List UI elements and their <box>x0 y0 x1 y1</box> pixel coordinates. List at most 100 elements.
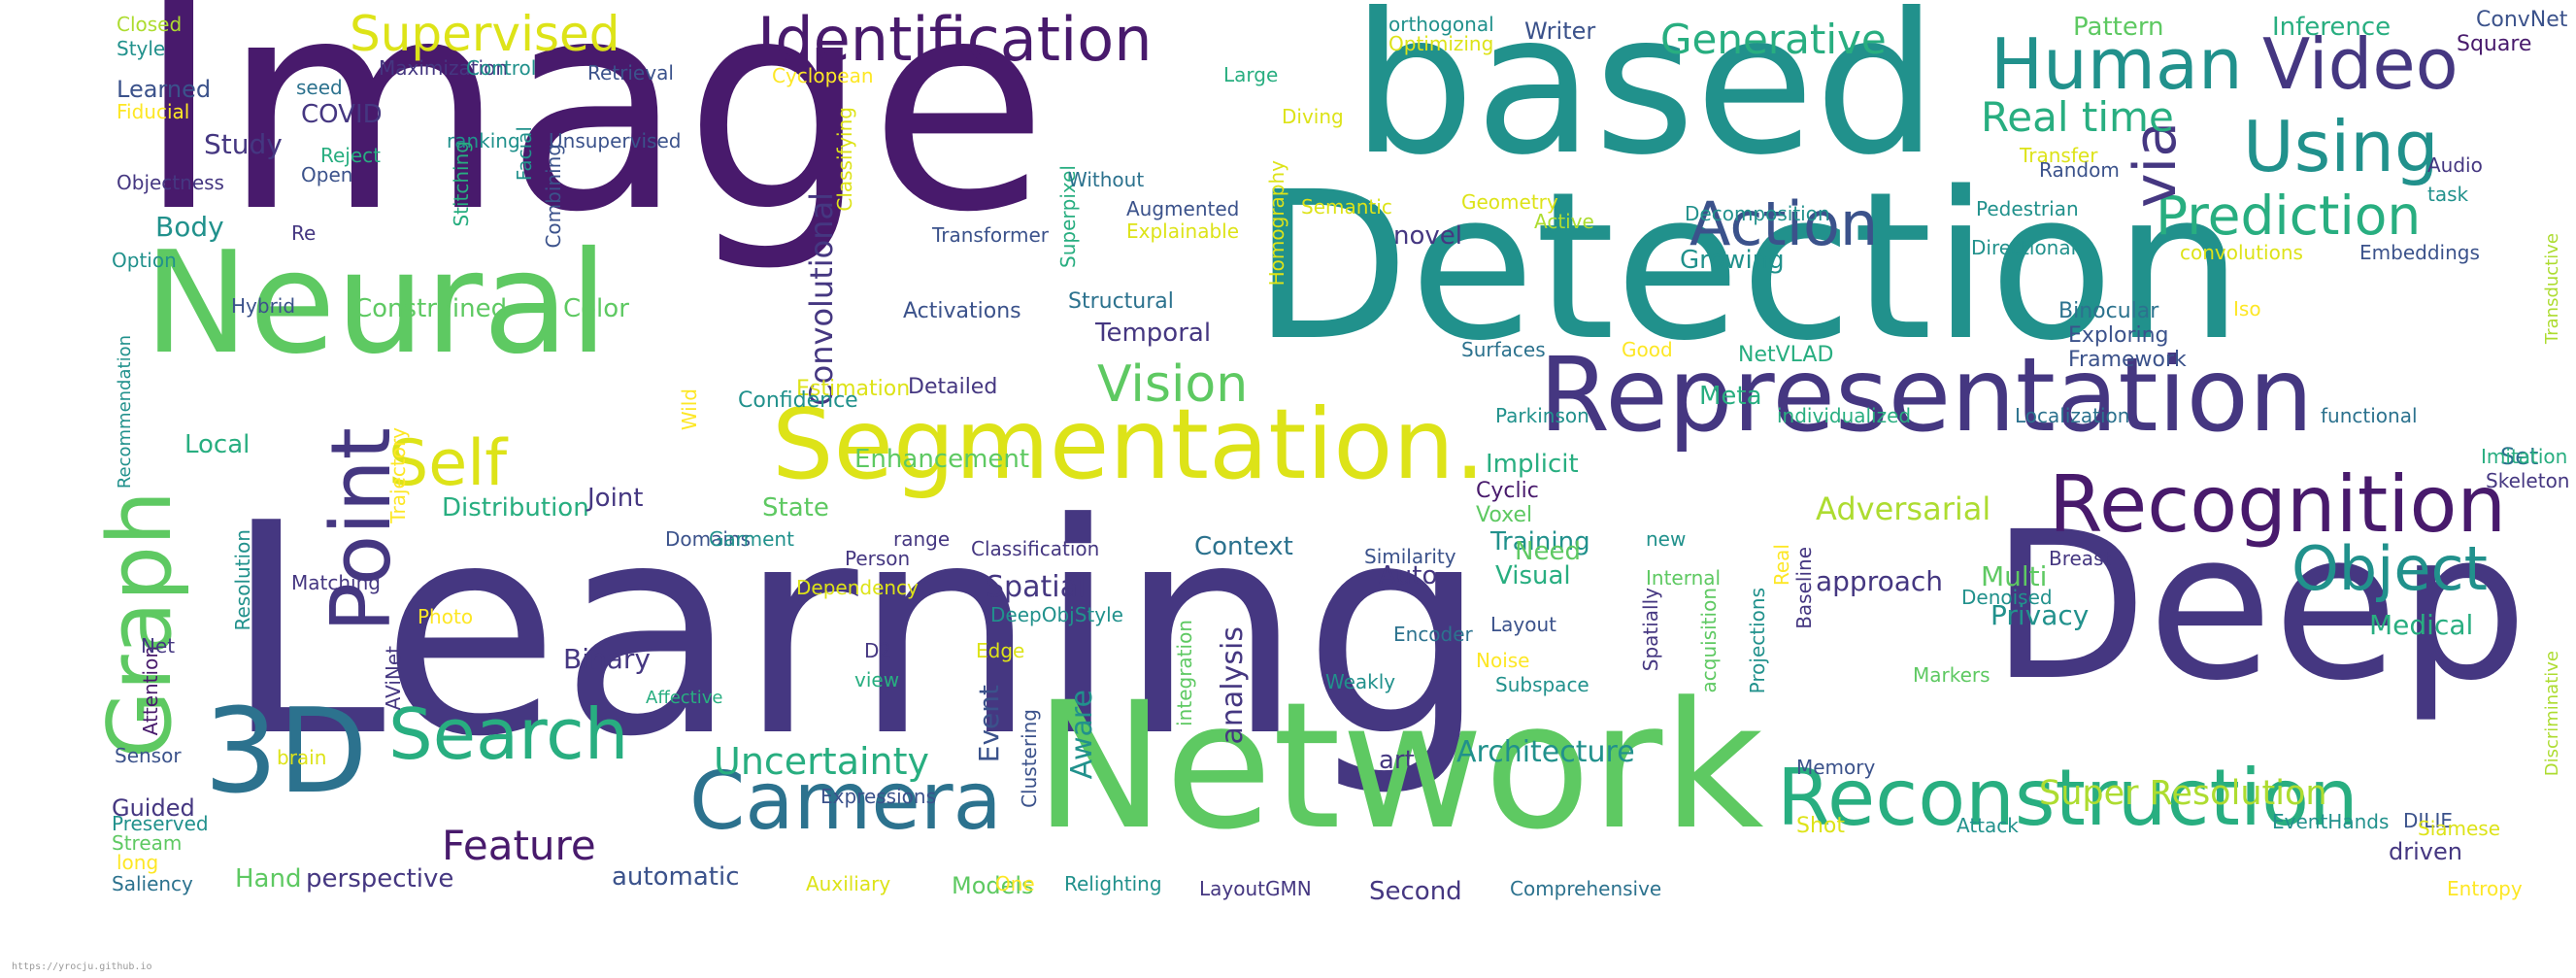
word-siamese: Siamese <box>2418 817 2501 840</box>
word-wild: Wild <box>678 388 701 431</box>
word-super-resolution: Super Resolution <box>2039 774 2327 813</box>
word-object: Object <box>2292 533 2488 604</box>
word-subspace: Subspace <box>1495 673 1589 696</box>
word-square: Square <box>2457 32 2532 56</box>
word-uncertainty: Uncertainty <box>714 740 930 783</box>
word-seed: seed <box>296 76 343 99</box>
word-projections: Projections <box>1746 588 1769 694</box>
word-implicit: Implicit <box>1486 450 1579 479</box>
word-deep: Deep <box>1991 488 2528 725</box>
word-enhancement: Enhancement <box>854 445 1030 474</box>
word-active: Active <box>1534 210 1594 233</box>
word-real: Real <box>1770 544 1793 587</box>
word-control: Control <box>466 56 537 80</box>
word-homography: Homography <box>1265 160 1288 287</box>
word-option: Option <box>112 249 177 272</box>
word-binary: Binary <box>563 643 651 675</box>
word-one: One <box>995 872 1035 895</box>
word-hybrid: Hybrid <box>231 294 296 318</box>
word-baseline: Baseline <box>1792 547 1816 629</box>
word-pedestrian: Pedestrian <box>1976 197 2079 220</box>
word-3d: 3D <box>204 685 368 820</box>
word-domains: Domains <box>665 527 752 551</box>
word-ranking: ranking <box>447 129 520 152</box>
word-clustering: Clustering <box>1018 709 1041 808</box>
word-without: Without <box>1068 168 1145 191</box>
word-objectness: Objectness <box>117 171 224 194</box>
word-large: Large <box>1223 63 1279 86</box>
word-noise: Noise <box>1476 649 1530 672</box>
word-discriminative: Discriminative <box>2542 651 2562 777</box>
word-person: Person <box>845 547 911 570</box>
word-iso: Iso <box>2233 297 2261 320</box>
word-guided: Guided <box>112 794 195 822</box>
word-growing: Growing <box>1680 246 1785 275</box>
word-d2: D2 <box>864 639 892 662</box>
word-garment: Garment <box>709 527 794 551</box>
word-detection: Detection <box>1253 148 2244 386</box>
word-constrained: Constrained <box>354 294 508 323</box>
word-fiducial: Fiducial <box>117 100 190 123</box>
word-novel: novel <box>1393 221 1462 251</box>
word-real-time: Real time <box>1981 93 2174 141</box>
word-resolution: Resolution <box>231 529 254 631</box>
word-meta: Meta <box>1699 382 1762 411</box>
word-stitching: Stitching <box>450 141 473 227</box>
word-brain: brain <box>277 746 327 769</box>
word-based: based <box>1352 0 1938 198</box>
word-denoised: Denoised <box>1961 586 2053 609</box>
word-netvlad: NetVLAD <box>1738 343 1834 367</box>
word-automatic: automatic <box>612 862 740 892</box>
word-decomposition: Decomposition <box>1685 202 1830 225</box>
word-multi: Multi <box>1981 560 2048 592</box>
word-layout: Layout <box>1490 613 1556 636</box>
word-need: Need <box>1515 537 1581 566</box>
word-facial: Facial <box>513 126 536 182</box>
word-writer: Writer <box>1524 17 1596 45</box>
word-expressions: Expressions <box>820 785 936 808</box>
word-prediction: Prediction <box>2156 185 2422 247</box>
word-binocular: Binocular <box>2058 299 2159 323</box>
word-explainable: Explainable <box>1126 219 1240 243</box>
word-second: Second <box>1369 877 1462 906</box>
word-segmentation: Segmentation. <box>772 388 1486 501</box>
word-layoutgmn: LayoutGMN <box>1199 877 1312 900</box>
word-approach: approach <box>1816 565 1944 597</box>
word-study: Study <box>204 128 283 160</box>
word-diving: Diving <box>1282 105 1344 128</box>
word-auxiliary: Auxiliary <box>806 872 891 895</box>
word-using: Using <box>2243 106 2439 187</box>
word-sensor: Sensor <box>115 744 182 767</box>
word-detailed: Detailed <box>908 375 998 399</box>
word-skeleton: Skeleton <box>2486 469 2570 492</box>
word-open: Open <box>301 163 353 186</box>
word-search: Search <box>388 693 629 775</box>
word-memory: Memory <box>1796 756 1876 779</box>
word-adversarial: Adversarial <box>1816 490 1991 527</box>
word-inference: Inference <box>2272 13 2392 42</box>
word-recognition: Recognition <box>2049 459 2507 550</box>
word-eventhands: EventHands <box>2272 810 2390 833</box>
word-relighting: Relighting <box>1064 872 1162 895</box>
word-distribution: Distribution <box>442 493 589 523</box>
word-random: Random <box>2039 158 2120 182</box>
word-cyclopean: Cyclopean <box>772 64 874 87</box>
word-retrieval: Retrieval <box>587 61 674 84</box>
footer-url: https://yrocju.github.io <box>12 961 152 972</box>
word-photo: Photo <box>418 605 474 628</box>
word-human: Human <box>1991 23 2243 105</box>
word-closed: Closed <box>117 13 183 36</box>
word-dilie: DILIE <box>2403 809 2453 832</box>
word-encoder: Encoder <box>1393 623 1473 646</box>
word-action: Action <box>1689 188 1879 259</box>
word-covid: COVID <box>301 100 383 129</box>
word-feature: Feature <box>442 822 596 869</box>
word-auto: Auto <box>1379 561 1438 590</box>
word-combining: Combining <box>542 144 565 249</box>
word-localization: Localization <box>2015 404 2130 427</box>
word-edge: Edge <box>976 639 1025 662</box>
word-optimizing: Optimizing <box>1388 32 1494 55</box>
word-temporal: Temporal <box>1095 319 1212 348</box>
word-analysis: analysis <box>1216 626 1250 745</box>
word-aware: Aware <box>1065 690 1099 780</box>
